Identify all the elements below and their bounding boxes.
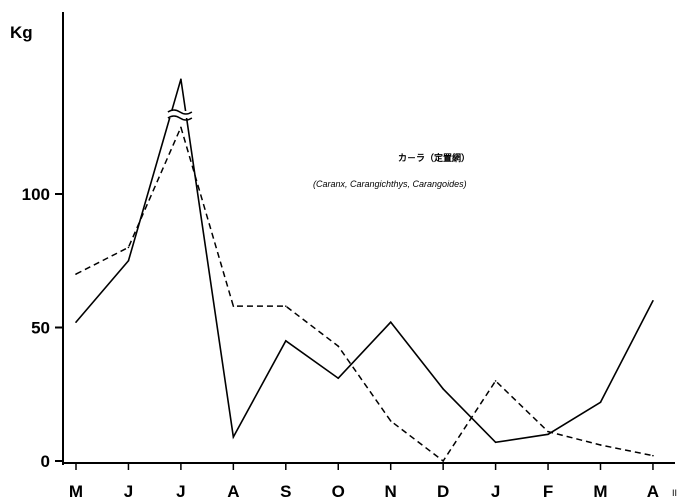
data-point [337,345,340,347]
x-axis: II [63,462,677,498]
x-tick-label: M [69,482,83,501]
x-tick-label: D [437,482,449,501]
x-tick-label: A [227,482,239,501]
data-point [75,321,77,323]
x-tick-label: J [491,482,500,501]
data-point [232,305,235,307]
y-tick-label: 100 [22,185,50,204]
data-point [547,430,549,433]
data-point [599,444,602,446]
x-tick-label: J [124,482,133,501]
data-point [547,433,549,436]
break-gap [168,111,193,118]
tick-layer: 0 50 100 M J J A S O N D J F M A [22,185,659,501]
data-point [389,321,392,323]
data-point [442,460,444,462]
break-curve-lower [167,115,193,121]
annotation-genera: (Caranx, Carangichthys, Carangoides) [313,179,467,189]
x-tick-label: A [647,482,659,501]
data-point [232,436,235,438]
data-point [127,246,130,249]
data-point [75,273,77,275]
data-point [442,388,444,390]
y-axis: Kg [10,12,64,465]
data-point [285,305,287,307]
annotation-title: カ－ラ（定置網） [398,152,470,163]
series-line-solid [75,78,654,444]
series-line-dashed [75,125,654,463]
data-point [652,300,654,302]
x-tick-label: M [593,482,607,501]
x-tick-label: N [385,482,397,501]
x-tick-label: J [176,482,185,501]
annotation: カ－ラ（定置網） (Caranx, Carangichthys, Carango… [313,152,470,189]
break-curve-upper [167,109,193,115]
data-point [127,259,130,262]
data-point [494,441,497,444]
axis-break-mark [167,109,193,121]
data-point [494,380,497,382]
y-tick-label: 0 [41,452,50,471]
data-point [389,420,392,422]
x-tick-label: S [280,482,291,501]
x-axis-suffix: II [672,488,677,498]
data-point [285,340,287,342]
y-tick-label: 50 [31,319,50,338]
data-point [599,401,602,404]
x-tick-label: F [543,482,553,501]
data-point [180,78,182,80]
x-tick-label: O [332,482,345,501]
series-layer [75,78,654,463]
data-point [180,126,182,129]
data-point [652,454,654,457]
data-point [337,377,340,380]
y-axis-label: Kg [10,23,33,42]
